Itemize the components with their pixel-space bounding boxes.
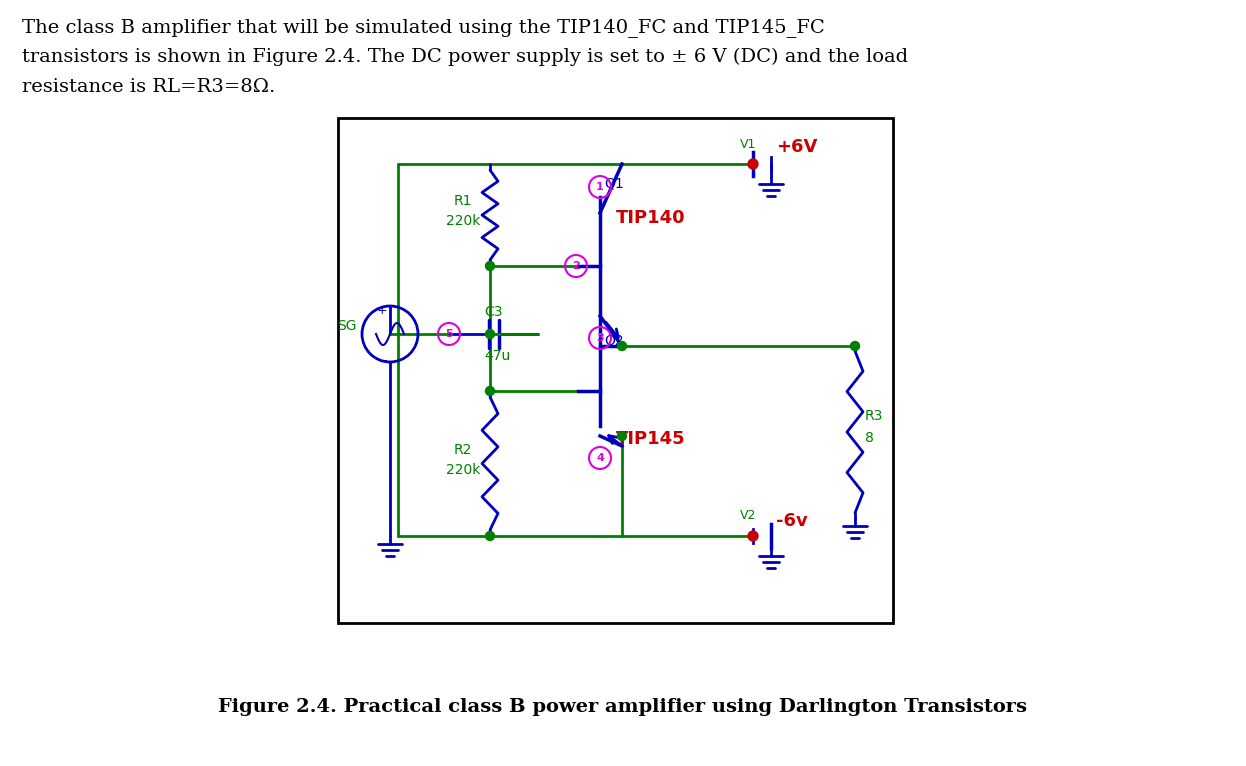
Text: R3: R3 <box>865 409 883 423</box>
Text: 3: 3 <box>596 333 604 343</box>
Text: V1: V1 <box>740 138 756 151</box>
Text: TIP145: TIP145 <box>616 430 685 448</box>
Circle shape <box>486 532 495 541</box>
Circle shape <box>748 159 758 169</box>
Text: 1: 1 <box>596 182 604 192</box>
Circle shape <box>618 431 627 440</box>
Text: Q1: Q1 <box>604 176 624 190</box>
Text: 8: 8 <box>865 431 873 445</box>
Text: R1: R1 <box>454 194 472 208</box>
Text: 4: 4 <box>596 453 604 463</box>
Text: V2: V2 <box>740 509 756 522</box>
Text: 2: 2 <box>572 261 579 271</box>
Text: Q2: Q2 <box>604 333 624 347</box>
Text: TIP140: TIP140 <box>616 209 685 227</box>
Text: C3: C3 <box>483 305 502 319</box>
Circle shape <box>748 531 758 541</box>
Circle shape <box>486 387 495 395</box>
Text: +6V: +6V <box>776 138 817 156</box>
Text: +: + <box>376 304 388 317</box>
Circle shape <box>618 342 627 351</box>
Text: 5: 5 <box>445 329 452 339</box>
Text: transistors is shown in Figure 2.4. The DC power supply is set to ± 6 V (DC) and: transistors is shown in Figure 2.4. The … <box>22 48 908 66</box>
Text: The class B amplifier that will be simulated using the TIP140_FC and TIP145_FC: The class B amplifier that will be simul… <box>22 18 825 37</box>
Text: R2: R2 <box>454 443 472 457</box>
Text: -6v: -6v <box>776 512 807 530</box>
Text: 47u: 47u <box>483 349 511 363</box>
Text: SG: SG <box>338 319 358 333</box>
Text: −: − <box>376 354 388 368</box>
Text: resistance is RL=R3=8Ω.: resistance is RL=R3=8Ω. <box>22 78 275 96</box>
Circle shape <box>486 329 495 339</box>
Text: 220k: 220k <box>446 463 481 477</box>
Circle shape <box>486 261 495 270</box>
Text: 220k: 220k <box>446 214 481 228</box>
Text: Figure 2.4. Practical class B power amplifier using Darlington Transistors: Figure 2.4. Practical class B power ampl… <box>218 698 1028 716</box>
Circle shape <box>851 342 860 351</box>
Bar <box>338 118 893 623</box>
